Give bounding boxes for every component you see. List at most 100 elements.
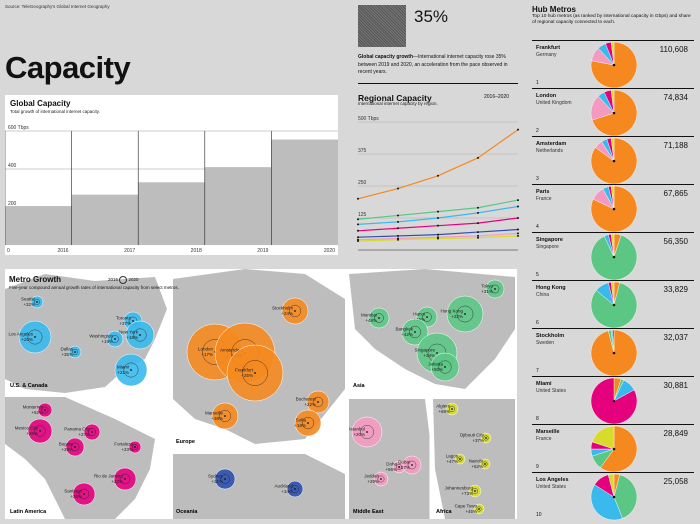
metro-dot (436, 352, 438, 354)
metro-cagr-label: +18% (126, 335, 138, 340)
region-label: Africa (436, 509, 453, 515)
metro-cagr-label: +38% (211, 416, 223, 421)
bubble-2016 (312, 396, 324, 408)
metro-cagr-label: +22% (451, 314, 463, 319)
metro-cagr-label: +52% (31, 410, 43, 415)
region-label: Oceania (176, 509, 198, 515)
pie-slice (613, 474, 638, 519)
hub-row: Paris France 67,865 4 (532, 184, 694, 233)
data-point (357, 229, 359, 232)
y-tick-label: 250 (358, 180, 367, 186)
hub-row: Los Angeles United States 25,058 10 (532, 472, 694, 521)
metro-dot (224, 478, 226, 480)
bubble-2016 (123, 362, 139, 378)
metro-name-label: Bucharest (296, 397, 317, 402)
metro-bubble-fortaleza: Fortaleza+23% (114, 440, 142, 454)
hub-row: Frankfurt Germany 110,608 1 (532, 40, 694, 89)
metro-growth-subtitle: Five-year compound annual growth rates o… (9, 285, 179, 290)
bubble-2016 (119, 473, 131, 485)
metro-cagr-label: +73% (461, 491, 473, 496)
hub-pie (590, 377, 638, 425)
bubble-2016 (291, 485, 299, 493)
metro-cagr-label: +27% (78, 432, 90, 437)
metro-growth-title: Metro Growth (9, 275, 61, 284)
data-point (517, 217, 519, 219)
metro-dot (451, 408, 453, 410)
global-capacity-panel: Global Capacity Total growth of internat… (5, 95, 338, 255)
metro-dot (83, 493, 85, 495)
bubble-2016 (288, 304, 302, 318)
stat-text: Global capacity growth—International int… (358, 54, 518, 77)
data-point (477, 206, 479, 209)
year-label: 2018 (191, 248, 202, 254)
metro-cagr-label: +34% (281, 489, 293, 494)
metro-name-label: Frankfurt (235, 368, 254, 373)
metro-cagr-label: +26% (70, 494, 82, 499)
bubble-2016 (490, 284, 500, 294)
metro-dot (398, 466, 400, 468)
data-point (437, 174, 439, 177)
legend-2016: 2016 (108, 277, 119, 283)
metro-bubble-cape-town: Cape Town+45% (455, 504, 485, 515)
hub-country: Netherlands (536, 148, 563, 154)
metro-bubble-marseille: Marseille+38% (205, 402, 239, 430)
bubble-2016 (438, 360, 452, 374)
metro-dot (294, 488, 296, 490)
bubble-2016 (70, 442, 80, 452)
metro-bubble-miami: Miami+21% (114, 353, 148, 387)
metro-cagr-label: +47% (446, 459, 458, 464)
metro-dot (134, 446, 136, 448)
hub-name: Paris (536, 189, 550, 195)
metro-dot (474, 490, 476, 492)
metro-name-label: Jakarta (428, 362, 443, 367)
bubble-2016 (132, 444, 138, 450)
metro-cagr-label: +24% (281, 311, 293, 316)
hub-name: Stockholm (536, 333, 565, 339)
hub-rank: 3 (536, 176, 539, 182)
metro-cagr-label: +23% (121, 447, 133, 452)
regional-range: 2016–2020 (484, 94, 510, 100)
hub-value: 32,037 (663, 333, 688, 342)
bubble-2016 (218, 409, 232, 423)
metro-cagr-label: +56% (385, 467, 397, 472)
metro-bubble-mumbai: Mumbai+48% (361, 307, 390, 329)
data-point (397, 187, 399, 190)
hub-country: France (536, 436, 552, 442)
hub-name: London (536, 93, 557, 99)
metro-dot (36, 301, 38, 303)
bubble-2016 (360, 425, 374, 439)
pie-center (612, 207, 616, 211)
metro-name-label: Marseille (205, 411, 224, 416)
metro-name-label: Johannesburg (444, 486, 473, 491)
year-label: 2019 (257, 248, 268, 254)
metro-cagr-label: +23% (111, 479, 123, 484)
metro-cagr-label: +31% (481, 289, 493, 294)
bubble-2016 (422, 312, 432, 322)
hub-title: Hub Metros (532, 5, 576, 14)
hub-pie (590, 89, 638, 137)
metro-name-label: Sydney (208, 474, 224, 479)
capacity-bar (71, 194, 139, 245)
metro-name-label: Singapore (414, 348, 435, 353)
series-line-oceania (357, 228, 519, 238)
metro-cagr-label: +32% (23, 302, 35, 307)
metro-name-label: Jeddah (364, 474, 379, 479)
pie-slice (591, 425, 615, 450)
hub-country: France (536, 196, 552, 202)
hub-value: 56,350 (663, 237, 688, 246)
data-point (437, 210, 439, 213)
hub-rank: 4 (536, 224, 539, 230)
stat-lead: Global capacity growth (358, 54, 414, 60)
metro-cagr-label: +22% (304, 402, 316, 407)
metro-bubble-sydney: Sydney+31% (208, 468, 236, 490)
metro-name-label: Miami (117, 365, 129, 370)
metro-dot (91, 431, 93, 433)
metro-bubble-tokyo: Tokyo+31% (481, 279, 505, 299)
regional-title: Regional Capacity (358, 93, 432, 103)
bubble-2016 (472, 488, 478, 494)
pie-center (612, 447, 616, 451)
metro-name-label: Rio de Janeiro (94, 474, 124, 479)
metro-dot (414, 331, 416, 333)
metro-name-label: Santiago (64, 489, 82, 494)
capacity-bar (204, 167, 272, 245)
